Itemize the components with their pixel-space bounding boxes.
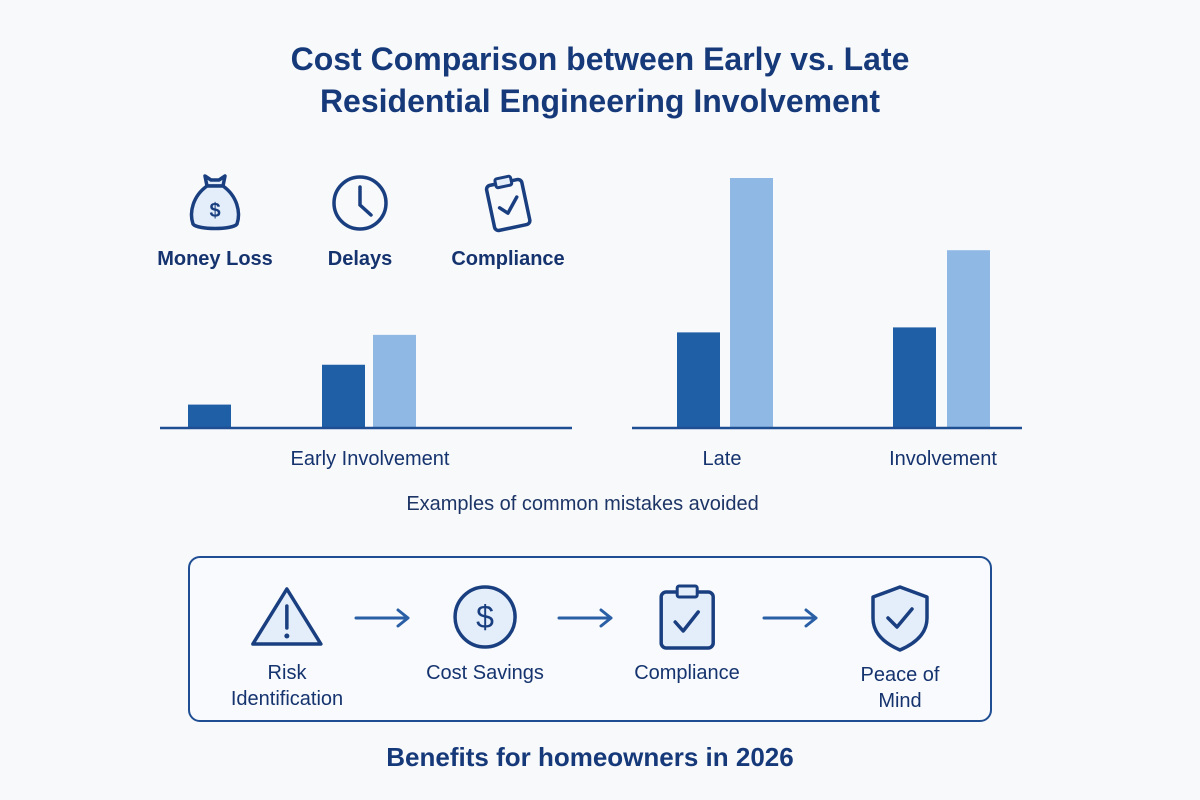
dollar-coin-icon: $ [453,585,517,649]
category-label: Early Involvement [290,448,450,470]
benefit-cost-savings: $ Cost Savings [426,584,544,686]
title-line-2: Residential Engineering Involvement [319,83,881,119]
label-line: Identification [230,688,344,710]
icon-label: Delays [327,248,393,270]
chart-title: Cost Comparison between Early vs. Late R… [0,38,1200,122]
bar [730,178,773,427]
benefits-panel: Risk Identification $ Cost Savings Compl… [188,556,992,722]
bar [373,334,416,427]
svg-text:$: $ [476,599,494,635]
icon-delays: Delays [290,172,430,271]
bar [893,327,936,427]
title-line-1: Cost Comparison between Early vs. Late [290,41,910,77]
money-bag-icon: $ [189,174,241,231]
icon-label: Money Loss [157,248,273,270]
bar [947,250,990,427]
bar [677,332,720,427]
category-label: Late [702,448,742,470]
icon-compliance: Compliance [438,172,578,271]
clipboard-check-icon [484,174,532,233]
clipboard-check-icon [659,584,715,650]
footer-title: Benefits for homeowners in 2026 [386,742,794,772]
benefit-risk-identification: Risk Identification [231,584,343,712]
bar [322,364,365,427]
icon-label: Compliance [451,248,565,270]
benefit-label: Risk Identification [231,660,343,712]
arrow-right-icon [762,608,818,628]
arrow-right-icon [354,608,410,628]
benefit-label: Compliance [634,662,740,684]
label-line: Risk [267,662,307,684]
icon-money-loss: $ Money Loss [145,172,285,271]
warning-triangle-icon [251,587,323,646]
svg-text:$: $ [209,200,220,222]
clock-icon [332,175,388,231]
benefit-peace-of-mind: Peace of Mind [855,584,945,714]
benefit-compliance: Compliance [634,584,740,686]
bar [188,404,231,427]
benefit-label: Cost Savings [426,662,544,684]
benefit-label: Peace of Mind [860,664,940,712]
shield-check-icon [871,585,929,652]
arrow-right-icon [557,608,613,628]
chart-caption: Examples of common mistakes avoided [406,493,759,515]
category-label: Involvement [889,448,997,470]
